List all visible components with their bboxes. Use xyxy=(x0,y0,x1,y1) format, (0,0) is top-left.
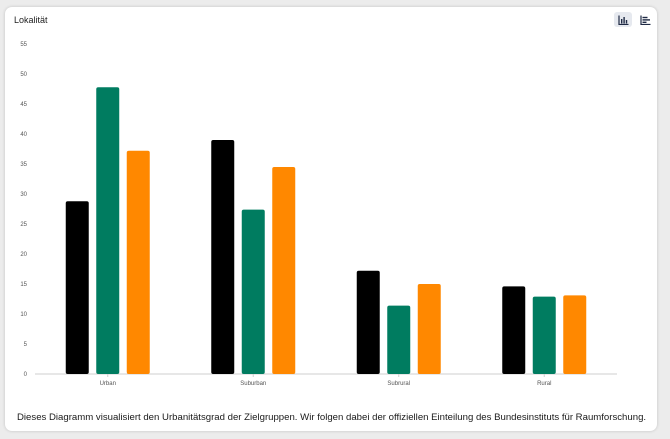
x-category-label: Urban xyxy=(100,381,116,387)
bar-suburban-series-1 xyxy=(211,140,235,374)
bar-urban-series-3 xyxy=(126,150,150,374)
bar-chart-toggle-button[interactable] xyxy=(636,12,654,27)
x-category-label: Subrural xyxy=(387,381,410,387)
y-tick-label: 50 xyxy=(20,72,27,78)
bar-subrural-series-2 xyxy=(387,305,411,374)
y-tick-label: 35 xyxy=(20,162,27,168)
bar-suburban-series-2 xyxy=(241,209,265,374)
y-tick-label: 5 xyxy=(24,342,28,348)
y-tick-label: 25 xyxy=(20,222,27,228)
bar-chart: 0 5 10 15 20 25 30 35 40 45 50 55 Urban Suburban Subru… xyxy=(20,42,617,387)
bar-rural-series-2 xyxy=(532,296,556,374)
chart-card: Lokalität 0 5 10 15 20 25 30 35 40 45 50 55 Urban Sub… xyxy=(5,7,657,431)
bar-rural-series-3 xyxy=(563,295,587,374)
bar-subrural-series-1 xyxy=(356,270,380,374)
bar-chart-icon xyxy=(639,15,650,25)
bar-subrural-series-3 xyxy=(417,284,441,374)
y-tick-label: 15 xyxy=(20,282,27,288)
chart-caption: Dieses Diagramm visualisiert den Urbanit… xyxy=(17,412,647,423)
bar-rural-series-1 xyxy=(502,286,526,374)
y-tick-label: 20 xyxy=(20,252,27,258)
y-tick-label: 0 xyxy=(24,372,28,378)
y-tick-label: 40 xyxy=(20,132,27,138)
x-category-label: Rural xyxy=(537,381,551,387)
column-chart-icon xyxy=(617,15,628,25)
chart-title: Lokalität xyxy=(14,15,48,25)
bar-suburban-series-3 xyxy=(272,167,296,374)
x-category-label: Suburban xyxy=(240,381,266,387)
column-chart-toggle-button[interactable] xyxy=(614,12,632,27)
y-tick-label: 55 xyxy=(20,42,27,48)
y-tick-label: 10 xyxy=(20,312,27,318)
y-tick-label: 45 xyxy=(20,102,27,108)
bar-urban-series-2 xyxy=(96,87,120,374)
bar-urban-series-1 xyxy=(65,201,89,374)
y-tick-label: 30 xyxy=(20,192,27,198)
